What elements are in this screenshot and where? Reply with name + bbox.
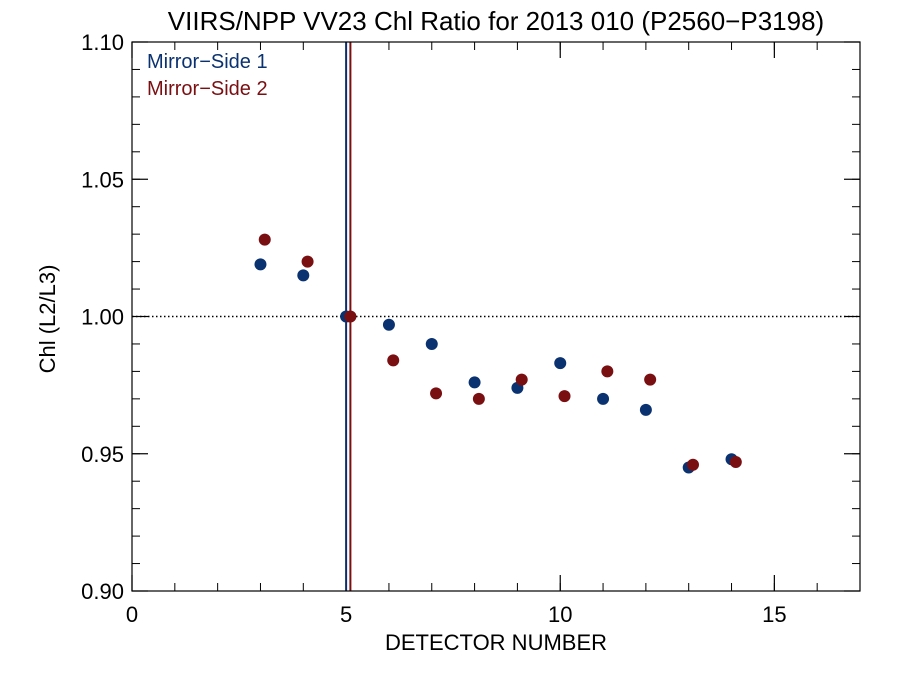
data-point-series-2 <box>558 390 571 403</box>
data-point-series-1 <box>597 392 610 405</box>
data-point-series-2 <box>515 373 528 386</box>
data-points <box>254 233 742 474</box>
data-point-series-2 <box>729 455 742 468</box>
reference-lines <box>132 42 860 591</box>
data-point-series-2 <box>686 458 699 471</box>
legend: Mirror−Side 1 Mirror−Side 2 <box>147 51 268 100</box>
y-tick-label: 1.05 <box>81 167 124 192</box>
data-point-series-2 <box>258 233 271 246</box>
data-point-series-2 <box>472 392 485 405</box>
data-point-series-2 <box>344 310 357 323</box>
y-tick-label: 1.10 <box>81 30 124 55</box>
data-point-series-1 <box>468 376 481 389</box>
x-tick-label: 10 <box>548 602 572 627</box>
legend-entry: Mirror−Side 1 <box>147 51 268 73</box>
y-tick-label: 0.95 <box>81 442 124 467</box>
data-point-series-2 <box>430 387 443 400</box>
data-point-series-1 <box>254 258 267 271</box>
chart-title: VIIRS/NPP VV23 Chl Ratio for 2013 010 (P… <box>168 6 824 36</box>
y-tick-label: 1.00 <box>81 305 124 330</box>
x-tick-label: 5 <box>340 602 352 627</box>
data-point-series-1 <box>297 269 310 282</box>
data-point-series-1 <box>639 403 652 416</box>
axis-ticks: 0 5 10 15 0.90 0.95 1.00 1.05 1.10 <box>81 30 861 627</box>
data-point-series-1 <box>554 357 567 370</box>
x-tick-label: 0 <box>126 602 138 627</box>
data-point-series-2 <box>644 373 657 386</box>
data-point-series-2 <box>301 255 314 268</box>
y-tick-label: 0.90 <box>81 579 124 604</box>
x-axis-label: DETECTOR NUMBER <box>385 630 607 655</box>
data-point-series-2 <box>387 354 400 367</box>
data-point-series-2 <box>601 365 614 378</box>
x-tick-label: 15 <box>762 602 786 627</box>
legend-entry: Mirror−Side 2 <box>147 78 268 100</box>
y-axis-label: Chl (L2/L3) <box>35 265 60 374</box>
data-point-series-1 <box>382 318 395 331</box>
data-point-series-1 <box>425 337 438 350</box>
plot-frame <box>131 41 861 592</box>
